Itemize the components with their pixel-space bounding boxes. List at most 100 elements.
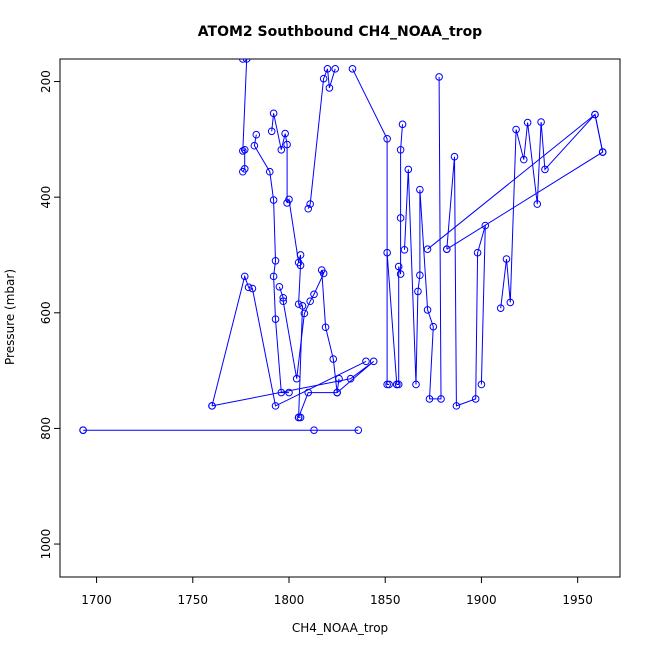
series-line bbox=[386, 124, 403, 385]
data-point bbox=[471, 395, 480, 403]
series-line bbox=[242, 59, 248, 172]
data-point bbox=[208, 402, 216, 410]
data-point bbox=[537, 118, 545, 126]
data-point bbox=[271, 402, 280, 410]
data-point bbox=[333, 388, 341, 397]
data-point bbox=[281, 129, 289, 138]
data-point bbox=[267, 127, 276, 136]
data-point bbox=[252, 130, 261, 139]
data-point bbox=[383, 134, 391, 143]
y-tick-label: 600 bbox=[39, 301, 53, 324]
y-axis-label: Pressure (mbar) bbox=[3, 269, 17, 365]
data-point bbox=[323, 65, 332, 73]
data-point bbox=[240, 272, 249, 281]
x-axis: 1700 1750 1800 1850 1900 1950 bbox=[81, 577, 593, 607]
data-point bbox=[310, 290, 318, 299]
data-point bbox=[271, 256, 280, 265]
data-point bbox=[400, 245, 409, 254]
data-point bbox=[294, 300, 303, 308]
data-point bbox=[496, 304, 505, 312]
series-line bbox=[352, 68, 390, 385]
data-point bbox=[277, 145, 286, 154]
data-point bbox=[329, 355, 338, 363]
data-point bbox=[296, 251, 305, 259]
data-point bbox=[362, 357, 370, 366]
data-point bbox=[506, 298, 515, 307]
data-point bbox=[248, 284, 257, 293]
data-point bbox=[304, 204, 313, 213]
data-point bbox=[319, 74, 328, 83]
data-point bbox=[310, 426, 318, 434]
data-point bbox=[239, 147, 247, 155]
data-point bbox=[502, 255, 511, 263]
data-point bbox=[394, 380, 403, 389]
data-point bbox=[396, 270, 405, 278]
data-point bbox=[416, 185, 424, 194]
x-axis-label: CH4_NOAA_trop bbox=[292, 621, 388, 635]
data-point bbox=[285, 195, 293, 204]
data-point bbox=[300, 309, 309, 318]
x-tick-label: 1850 bbox=[370, 593, 401, 607]
data-point bbox=[425, 395, 434, 403]
y-tick-label: 400 bbox=[39, 186, 53, 209]
data-point bbox=[321, 323, 330, 332]
data-point bbox=[452, 402, 461, 410]
data-point bbox=[383, 248, 391, 257]
data-point bbox=[477, 380, 486, 389]
data-point bbox=[304, 388, 313, 397]
data-point bbox=[416, 271, 424, 280]
data-point bbox=[450, 152, 459, 161]
data-point bbox=[423, 306, 432, 314]
x-tick-label: 1700 bbox=[81, 593, 112, 607]
series-line bbox=[404, 76, 442, 400]
data-point bbox=[239, 59, 247, 63]
data-point bbox=[383, 380, 391, 389]
data-point bbox=[354, 426, 363, 434]
data-point bbox=[591, 110, 599, 119]
data-point bbox=[244, 283, 253, 292]
data-point bbox=[277, 388, 286, 397]
data-point bbox=[242, 59, 251, 63]
data-point bbox=[240, 165, 249, 173]
data-point bbox=[240, 145, 249, 154]
data-point bbox=[385, 380, 393, 389]
data-point bbox=[306, 297, 314, 306]
data-point bbox=[412, 380, 420, 389]
y-tick-label: 1000 bbox=[39, 529, 53, 560]
data-point bbox=[269, 109, 278, 118]
data-point bbox=[317, 266, 326, 274]
data-point bbox=[414, 287, 422, 296]
y-tick-label: 800 bbox=[39, 417, 53, 440]
data-point bbox=[435, 73, 443, 81]
data-point bbox=[271, 315, 280, 323]
data-point bbox=[533, 200, 542, 208]
data-point bbox=[306, 200, 314, 208]
y-axis: 200 400 600 800 1000 bbox=[39, 70, 60, 559]
data-point bbox=[473, 248, 482, 257]
data-point bbox=[250, 141, 259, 150]
series-line bbox=[211, 274, 367, 407]
data-point bbox=[404, 165, 413, 174]
data-point bbox=[335, 374, 343, 383]
data-point bbox=[325, 84, 334, 92]
data-point bbox=[346, 374, 355, 383]
data-point bbox=[523, 118, 532, 127]
data-point bbox=[292, 374, 301, 383]
data-point bbox=[331, 65, 339, 73]
data-point bbox=[283, 140, 291, 149]
data-point bbox=[394, 262, 403, 271]
series-group bbox=[79, 59, 607, 434]
data-point bbox=[392, 380, 401, 389]
data-point bbox=[348, 65, 357, 73]
x-tick-label: 1900 bbox=[466, 593, 497, 607]
data-point bbox=[519, 155, 528, 164]
data-point bbox=[296, 413, 305, 422]
data-point bbox=[481, 221, 490, 230]
data-point bbox=[423, 245, 432, 254]
data-point bbox=[275, 282, 284, 291]
data-point bbox=[396, 214, 405, 222]
data-point bbox=[269, 196, 278, 204]
data-point bbox=[398, 120, 407, 129]
series-line bbox=[253, 134, 289, 394]
